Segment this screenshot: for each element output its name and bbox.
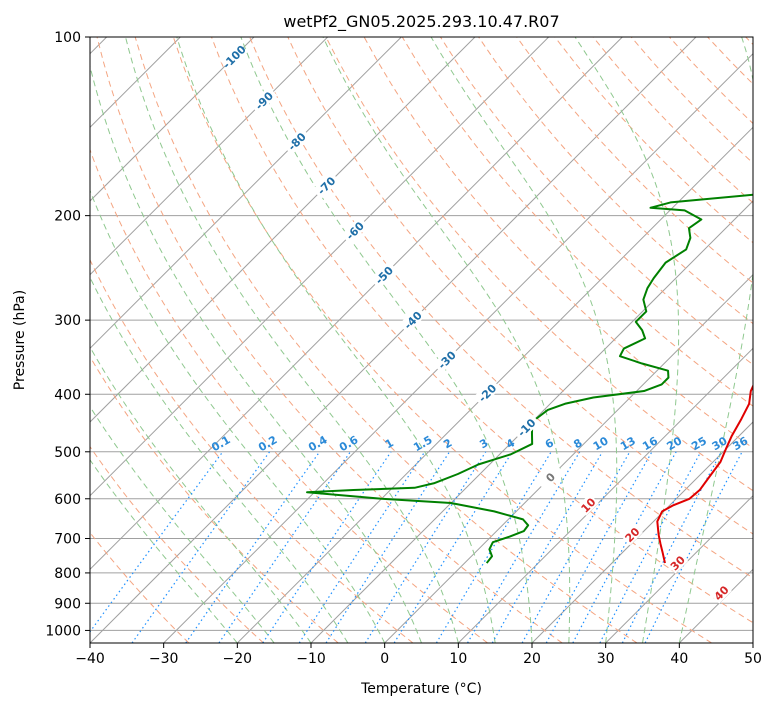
isotherm-line <box>605 494 753 643</box>
x-tick-label: −30 <box>149 651 179 667</box>
isotherm-label-bg <box>432 345 461 374</box>
dry-adiabat-line <box>90 445 264 643</box>
plot-frame <box>89 36 754 644</box>
isotherm-line <box>457 347 753 643</box>
dry-adiabat-line <box>325 37 753 492</box>
moist-adiabat-line <box>90 276 349 643</box>
y-tick-label: 1000 <box>45 623 81 639</box>
isotherm-label-bg <box>512 413 540 441</box>
isotherm-label-bg <box>249 86 278 115</box>
x-tick-label: 50 <box>744 651 762 667</box>
moist-adiabat-line <box>90 189 386 643</box>
adiabat-label-bg <box>666 551 689 574</box>
y-tick-label: 100 <box>54 30 81 46</box>
dry-adiabat-line <box>287 37 753 535</box>
mixing-ratio-line <box>218 451 351 643</box>
y-tick-label: 500 <box>54 445 81 461</box>
isotherm-line <box>90 37 255 202</box>
moist-adiabat-line <box>176 37 496 643</box>
y-tick-label: 900 <box>54 596 81 612</box>
mixing-ratio-line <box>393 451 513 643</box>
isotherm-line <box>90 37 329 276</box>
dry-adiabat-line <box>172 37 712 643</box>
mixing-ratio-line <box>435 451 552 643</box>
adiabat-label-bg <box>620 523 643 546</box>
x-axis-label: Temperature (°C) <box>360 681 482 697</box>
mixing-ratio-line <box>364 451 487 643</box>
dry-adiabat-line <box>249 37 753 579</box>
axes: −40 −30 −20 −10 0 10 20 30 40 50 100 200 300 400 500 60… <box>45 30 762 667</box>
y-tick-label: 700 <box>54 532 81 548</box>
y-tick-label: 600 <box>54 492 81 508</box>
mixing-ratio-line <box>262 451 392 643</box>
isotherm-label-bg <box>473 378 501 407</box>
dry-adiabat-line <box>96 37 563 643</box>
moist-adiabat-line <box>90 346 312 643</box>
mixing-ratio-line <box>466 451 581 643</box>
isotherm-line <box>90 37 623 571</box>
x-tick-label: 10 <box>449 651 467 667</box>
dry-adiabat-line <box>516 37 753 284</box>
adiabat-label-bg <box>709 581 732 604</box>
adiabat-label-bg <box>576 493 599 516</box>
moist-adiabat-line <box>322 37 571 643</box>
y-tick-label: 200 <box>54 209 81 225</box>
isotherm-label-bg <box>536 463 564 491</box>
moist-adiabat-line <box>90 458 238 643</box>
chart-title: wetPf2_GN05.2025.293.10.47.R07 <box>283 12 559 32</box>
mixing-ratio-line <box>325 451 451 643</box>
moist-adiabat-line <box>678 37 753 643</box>
isotherm-label-bg <box>220 42 248 71</box>
y-axis-label: Pressure (hPa) <box>12 290 28 390</box>
series-layer <box>306 193 753 564</box>
temperature-profile-line <box>656 383 753 564</box>
x-tick-label: 40 <box>670 651 688 667</box>
isotherm-line <box>163 52 753 643</box>
moist-adiabat-line <box>125 37 459 643</box>
isotherm-label-bg <box>340 216 369 245</box>
moist-adiabat-line <box>90 64 422 643</box>
x-tick-label: −20 <box>223 651 253 667</box>
x-tick-label: 0 <box>380 651 389 667</box>
isotherm-label-bg <box>398 305 427 334</box>
y-tick-label: 400 <box>54 387 81 403</box>
dry-adiabat-line <box>134 37 638 643</box>
isotherm-line <box>384 273 753 643</box>
isotherm-line <box>90 37 476 423</box>
moist-adiabat-line <box>430 37 618 643</box>
isotherm-label-bg <box>312 171 340 200</box>
moist-adiabat-line <box>90 405 275 643</box>
mixing-ratio-line <box>572 451 677 643</box>
isotherm-line <box>90 37 550 497</box>
isotherm-label-bg <box>282 127 311 155</box>
y-tick-label: 300 <box>54 313 81 329</box>
isotherm-label-bg <box>369 261 398 289</box>
x-tick-label: −10 <box>296 651 326 667</box>
y-tick-label: 800 <box>54 566 81 582</box>
x-tick-label: 30 <box>597 651 615 667</box>
mixing-ratio-line <box>599 451 702 643</box>
x-tick-label: 20 <box>523 651 541 667</box>
mixing-ratio-line <box>298 451 426 643</box>
dry-adiabat-line <box>90 258 414 643</box>
x-tick-label: −40 <box>75 651 105 667</box>
isotherm-line <box>236 126 753 643</box>
mixing-ratio-line <box>185 451 321 643</box>
dewpoint-profile-line <box>306 193 753 564</box>
moist-adiabat-line <box>574 37 680 643</box>
